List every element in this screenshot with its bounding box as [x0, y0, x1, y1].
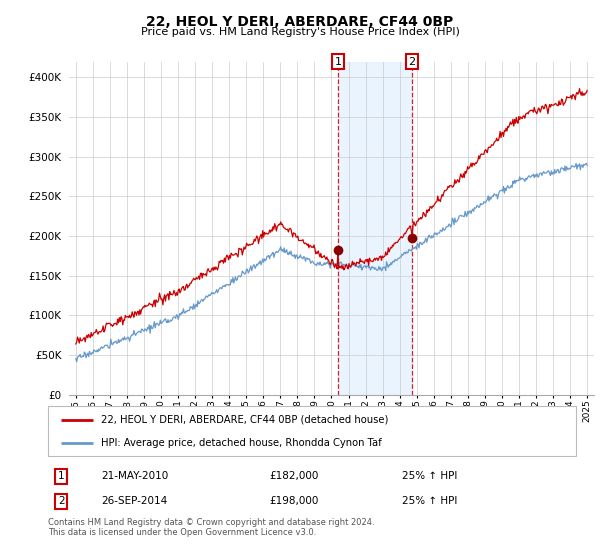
- Text: 21-MAY-2010: 21-MAY-2010: [101, 471, 168, 481]
- Text: £198,000: £198,000: [270, 496, 319, 506]
- Text: Contains HM Land Registry data © Crown copyright and database right 2024.
This d: Contains HM Land Registry data © Crown c…: [48, 518, 374, 538]
- Text: 26-SEP-2014: 26-SEP-2014: [101, 496, 167, 506]
- FancyBboxPatch shape: [48, 406, 576, 456]
- Text: Price paid vs. HM Land Registry's House Price Index (HPI): Price paid vs. HM Land Registry's House …: [140, 27, 460, 37]
- Text: 1: 1: [58, 471, 65, 481]
- Text: 25% ↑ HPI: 25% ↑ HPI: [402, 496, 457, 506]
- Text: 22, HEOL Y DERI, ABERDARE, CF44 0BP: 22, HEOL Y DERI, ABERDARE, CF44 0BP: [146, 15, 454, 29]
- Text: 2: 2: [409, 57, 416, 67]
- Text: 22, HEOL Y DERI, ABERDARE, CF44 0BP (detached house): 22, HEOL Y DERI, ABERDARE, CF44 0BP (det…: [101, 414, 388, 424]
- Text: 1: 1: [334, 57, 341, 67]
- Text: £182,000: £182,000: [270, 471, 319, 481]
- Bar: [338, 62, 412, 395]
- Text: HPI: Average price, detached house, Rhondda Cynon Taf: HPI: Average price, detached house, Rhon…: [101, 438, 382, 448]
- Text: 2: 2: [58, 496, 65, 506]
- Text: 25% ↑ HPI: 25% ↑ HPI: [402, 471, 457, 481]
